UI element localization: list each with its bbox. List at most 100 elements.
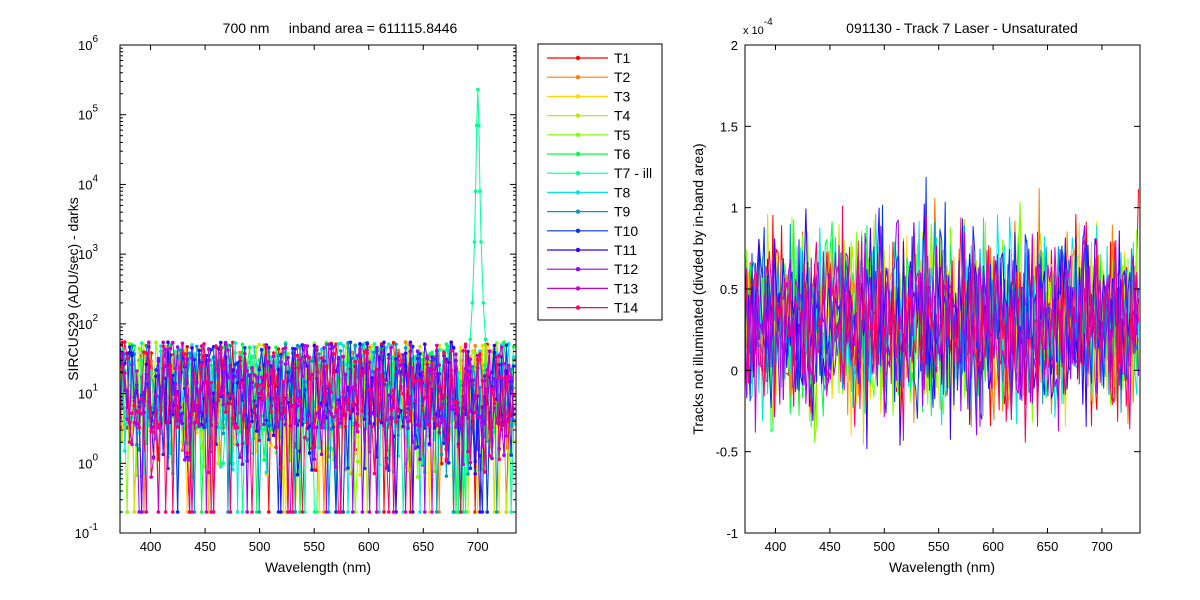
left-series-point [367,360,372,365]
left-series-point [286,370,290,375]
left-series-point [355,459,360,464]
left-series-point [478,189,482,193]
left-series-point [348,411,353,415]
left-series-point [254,415,259,420]
right-series-group [745,176,1139,450]
left-series-point [487,349,492,354]
left-series-point [459,345,463,350]
left-series-point [334,369,338,374]
left-series-point [430,362,434,367]
left-series-point [231,379,235,384]
left-series-point [449,340,454,345]
left-series-point [221,461,225,466]
left-series-point [125,417,129,422]
legend-entry: T3 [547,88,631,104]
left-series-point [171,340,175,345]
left-series-point [262,399,266,403]
left-series-point [468,357,473,362]
left-series-point [476,87,480,92]
left-series-point [403,340,408,344]
left-series-point [235,381,240,385]
left-series-point [269,427,274,432]
left-series-point [511,345,516,349]
left-series-point [415,475,420,479]
left-series-point [341,354,346,359]
left-series-point [370,376,374,380]
right-x-ticks: 400 450 500 550 600 650 700 [765,45,1113,554]
left-series-point [300,374,305,379]
left-series-point [231,467,235,472]
left-series-point [221,431,225,436]
left-series-point [439,420,444,425]
left-series-point [144,372,149,377]
legend-label: T8 [614,184,631,200]
left-series-point [207,470,211,475]
left-series-point [509,367,513,371]
left-series-point [444,342,449,347]
left-series-point [137,431,141,435]
left-series-point [418,378,422,383]
left-series-point [406,468,410,472]
left-series-point [463,342,468,347]
legend-entry: T12 [547,261,638,277]
left-series-point [127,440,132,444]
left-series-point [250,419,254,424]
left-series-point [247,373,252,378]
right-y-exponent-power: -4 [764,17,773,28]
left-series-point [403,346,408,350]
left-series-point [180,440,185,444]
right-series-t11 [745,203,1139,450]
left-series-point [360,373,365,377]
left-series-point [336,402,341,406]
left-series-point [324,510,329,514]
left-series-point [312,457,317,462]
legend-label: T2 [614,69,631,85]
left-series-point [269,443,274,448]
left-series-point [259,375,264,380]
left-series-point [423,415,427,420]
left-y-tick-exp: 6 [92,34,98,45]
left-series-point [377,418,382,423]
left-y-tick-label: 101 [78,383,98,402]
right-series-line [745,205,1139,443]
left-series-point [245,510,249,514]
left-series-point [262,458,266,462]
left-series-point [423,342,427,347]
left-series-point [149,370,153,375]
legend-swatch-marker [575,171,581,176]
left-series-point [190,346,194,350]
left-series-point [466,449,470,454]
left-series-point [353,359,358,364]
left-series-point [216,398,221,403]
legend-label: T6 [614,146,631,162]
left-series-point [382,340,386,345]
left-series-point [173,394,177,399]
left-series-point [363,427,367,432]
left-series-point [264,344,269,349]
chart-right: 400 450 500 550 600 650 700 -1 -0.5 0 0.5 1 1.5 2 x … [690,17,1141,575]
right-series-line [745,203,1139,450]
left-series-point [219,426,223,430]
left-series-point [509,453,513,457]
left-series-point [243,351,247,356]
left-y-tick-base: 10 [78,387,92,402]
left-series-point [147,358,151,363]
left-series-point [269,364,274,368]
left-series-point [267,392,271,397]
legend-label: T14 [614,300,638,316]
left-series-point [483,337,488,342]
left-series-point [231,368,235,372]
legend-swatch-marker [575,132,581,137]
left-series-point [466,350,470,354]
left-series-point [461,462,466,467]
left-series-point [435,343,439,348]
left-series-point [231,394,235,398]
left-series-point [379,350,384,354]
left-series-point [511,364,516,368]
left-y-tick-label: 102 [78,313,98,332]
left-series-point [473,351,478,355]
left-series-point [199,510,204,514]
left-series-point [327,409,331,414]
left-series-point [336,398,341,402]
